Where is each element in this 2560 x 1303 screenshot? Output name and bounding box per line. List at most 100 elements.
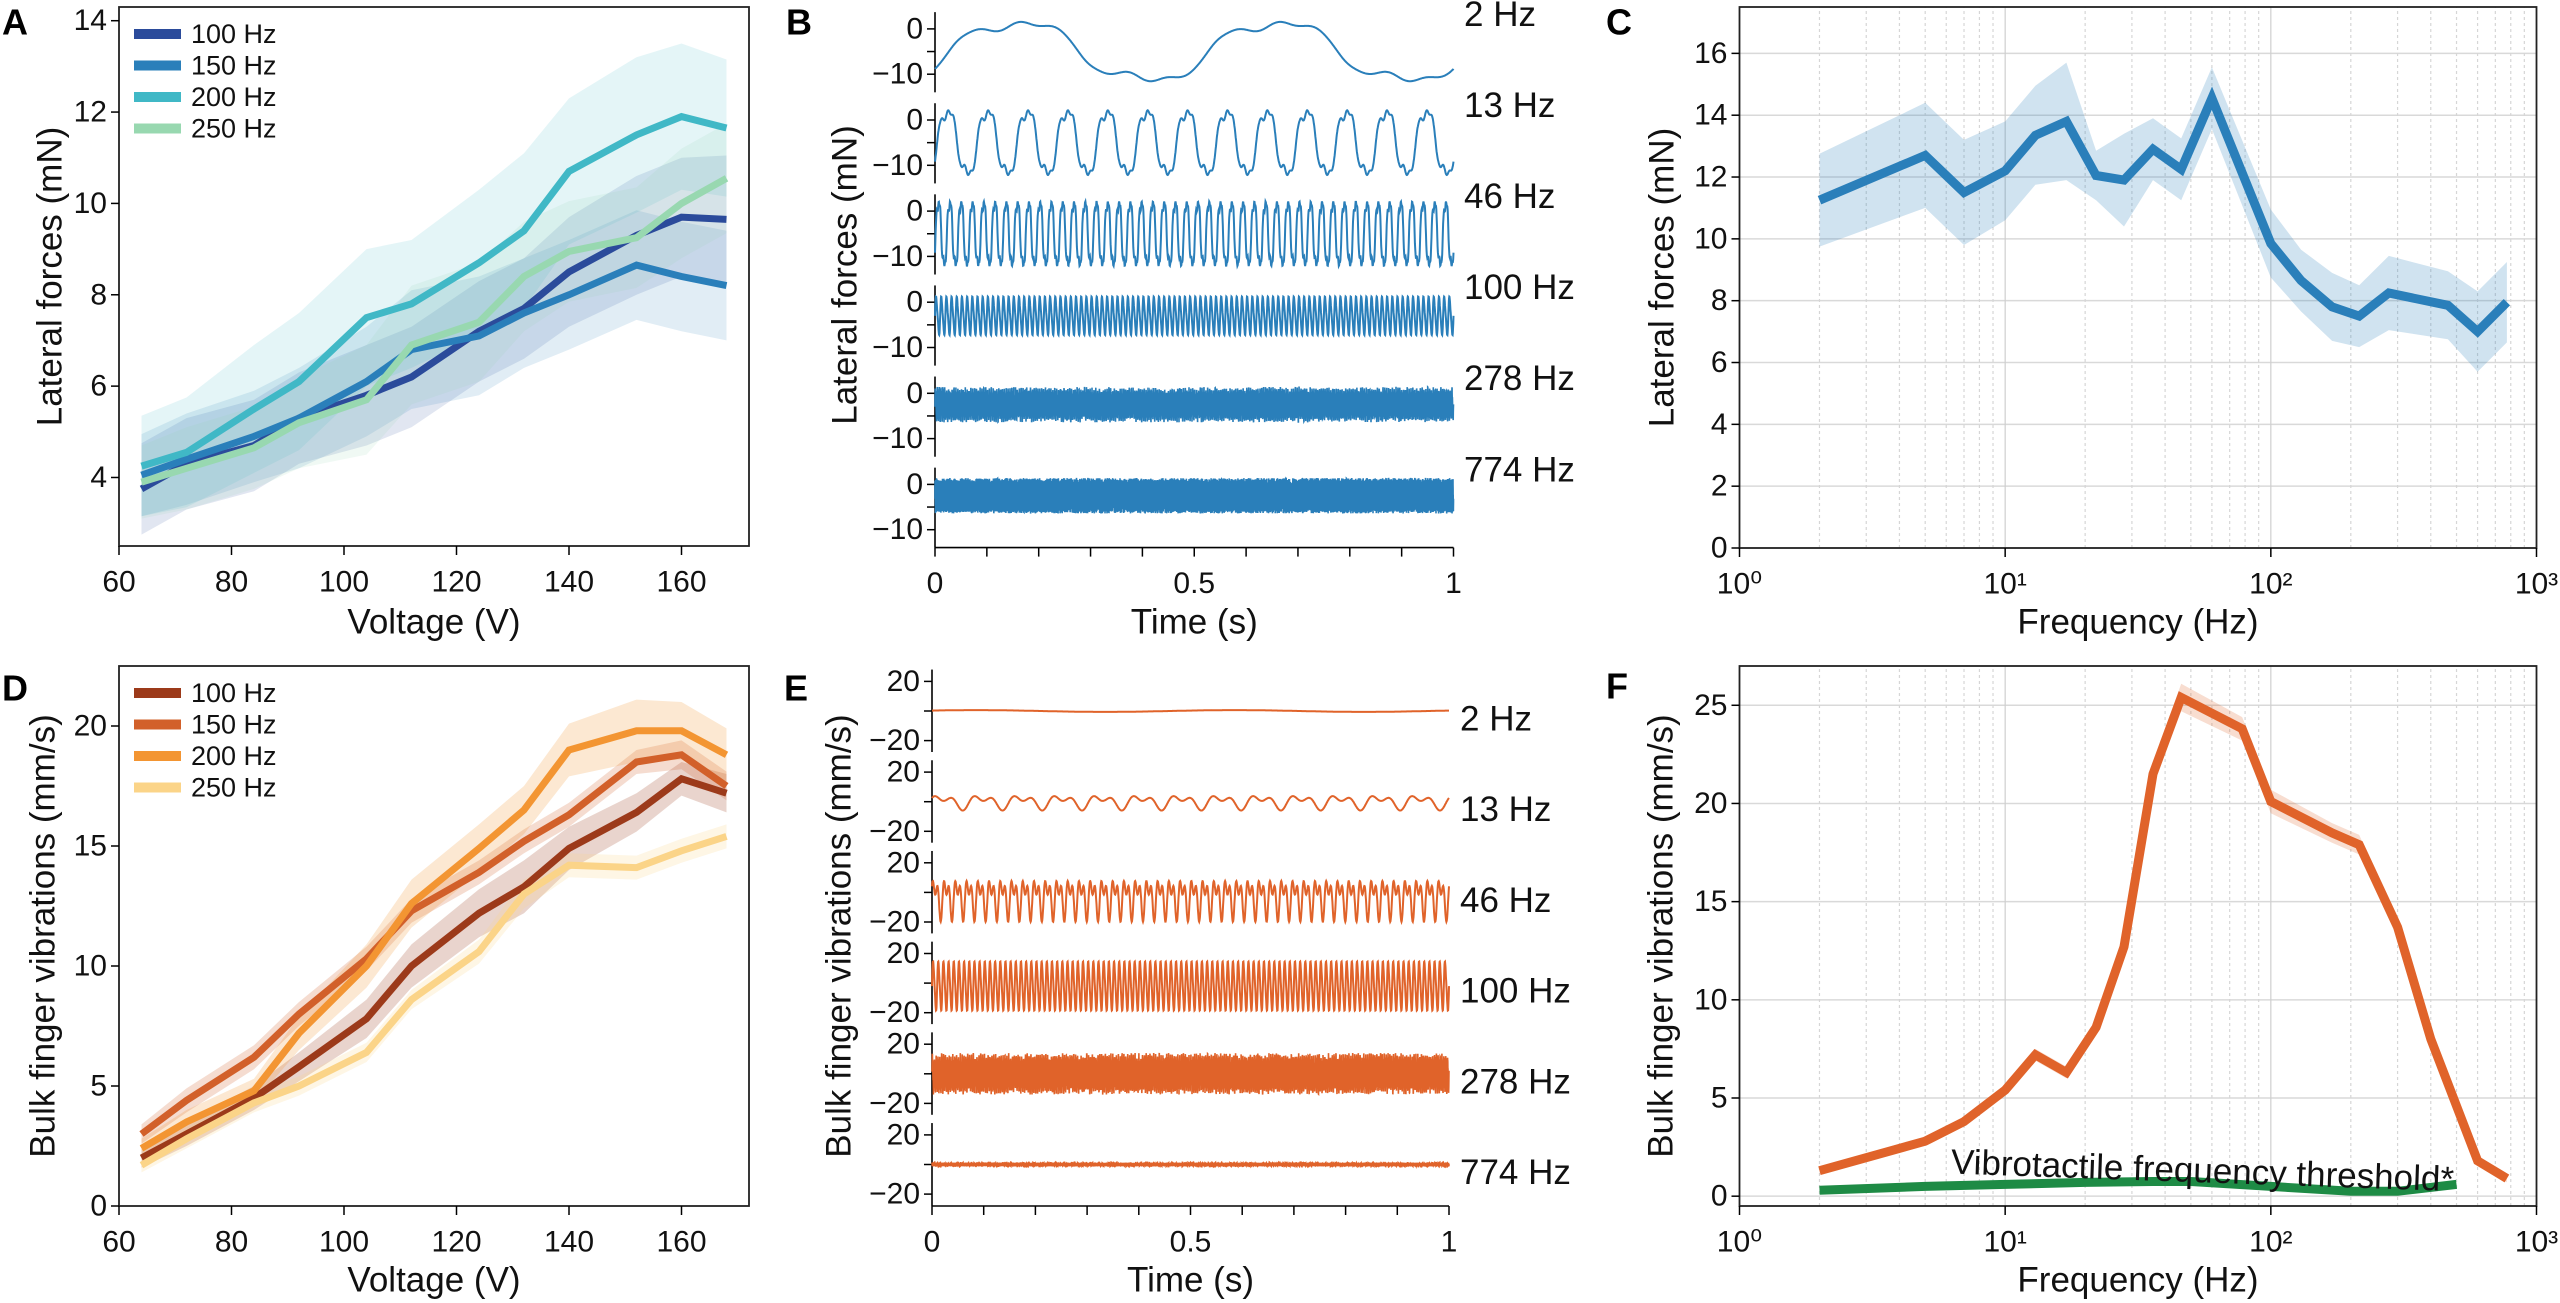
panel-c: C 10⁰ 10¹ 10² 10³ 0 2 4 6 8 10 12 14 16 Lateral forces… [1606, 2, 2558, 642]
plot-frame [118, 665, 750, 1207]
y-tick-label: 6 [90, 370, 107, 403]
y-tick-label: 2 [1711, 470, 1728, 503]
y-tick-label: 4 [1711, 408, 1728, 441]
y-tick-label: 0 [906, 377, 923, 410]
y-tick-label: 10 [74, 187, 107, 220]
panel-letter: B [786, 2, 812, 43]
x-axis-label: Voltage (V) [347, 603, 520, 642]
legend-swatch [134, 782, 181, 793]
y-tick-label: −20 [869, 724, 920, 757]
y-tick-label: −20 [869, 1087, 920, 1120]
legend-swatch [134, 688, 181, 698]
y-tick-label: −10 [872, 513, 923, 546]
x-tick-label: 60 [102, 1226, 135, 1259]
x-tick-label: 1 [1445, 567, 1462, 600]
trace-label: 774 Hz [1460, 1153, 1571, 1192]
y-axis-label: Bulk finger vibrations (mm/s) [1642, 714, 1681, 1157]
series-line-1 [140, 261, 728, 479]
trace-100hz [934, 294, 1455, 338]
y-tick-label: 20 [887, 1028, 920, 1061]
series-line-2 [140, 112, 728, 470]
x-tick-label: 140 [544, 566, 594, 599]
y-tick-label: 25 [1694, 689, 1727, 722]
series-line-0 [139, 774, 728, 1162]
trace-278hz [931, 1051, 1450, 1097]
y-tick-label: 14 [1694, 99, 1727, 132]
y-tick-label: 0 [906, 286, 923, 319]
panel-d: D 60 80 100 120 140 160 0 5 10 15 20 Bulk finger vib… [2, 665, 750, 1300]
confidence-band [1819, 62, 2507, 372]
x-tick-label: 0 [927, 567, 944, 600]
trace-2hz [934, 20, 1455, 83]
trace-100hz [931, 959, 1450, 1013]
y-tick-label: −10 [872, 331, 923, 364]
trace-label: 46 Hz [1464, 177, 1555, 216]
y-tick-label: 12 [74, 96, 107, 129]
y-tick-label: 20 [887, 1118, 920, 1151]
y-tick-label: 10 [1694, 222, 1727, 255]
x-axis-label: Time (s) [1127, 1261, 1254, 1300]
y-tick-label: −10 [872, 58, 923, 91]
legend-label: 100 Hz [191, 19, 277, 49]
legend-label: 250 Hz [191, 114, 277, 144]
x-axis-label: Time (s) [1131, 603, 1258, 642]
trace-2hz [932, 709, 1449, 713]
x-tick-label: 140 [544, 1226, 594, 1259]
y-tick-label: 5 [1711, 1082, 1728, 1115]
y-tick-label: −20 [869, 906, 920, 939]
series-line-3 [140, 175, 729, 486]
y-tick-label: −20 [869, 1178, 920, 1211]
panel-letter: F [1606, 666, 1628, 707]
trace-278hz [934, 385, 1455, 425]
x-tick-label: 0.5 [1170, 1226, 1212, 1259]
y-axis-label: Lateral forces (mN) [1643, 128, 1682, 428]
legend-label: 200 Hz [191, 741, 277, 771]
series-line-0 [1817, 86, 2511, 338]
trace-774hz [934, 476, 1455, 515]
plot-frame [118, 6, 750, 547]
y-tick-label: 0 [90, 1190, 107, 1223]
y-tick-label: 0 [1711, 1180, 1728, 1213]
panel-letter: D [2, 668, 28, 709]
y-tick-label: 20 [1694, 787, 1727, 820]
y-tick-label: 0 [906, 195, 923, 228]
x-tick-label: 80 [215, 1226, 248, 1259]
y-tick-label: −10 [872, 240, 923, 273]
y-axis-label: Bulk finger vibrations (mm/s) [820, 714, 859, 1157]
x-tick-label: 160 [656, 1226, 706, 1259]
legend-swatch [134, 29, 181, 39]
x-tick-label: 80 [215, 566, 248, 599]
y-axis-label: Lateral forces (mN) [31, 127, 70, 427]
x-tick-label: 10² [2249, 568, 2292, 601]
x-tick-label: 10¹ [1983, 1226, 2026, 1259]
panel-letter: E [784, 668, 808, 709]
y-axis-label: Bulk finger vibrations (mm/s) [24, 714, 63, 1157]
x-tick-label: 10³ [2515, 568, 2558, 601]
y-tick-label: 0 [1711, 532, 1728, 565]
y-tick-label: 8 [90, 278, 107, 311]
x-tick-label: 120 [431, 1226, 481, 1259]
confidence-band [141, 740, 727, 1144]
plot-frame [1738, 665, 2538, 1207]
y-tick-label: 6 [1711, 346, 1728, 379]
y-tick-label: −20 [869, 815, 920, 848]
legend-swatch [134, 719, 181, 730]
series-line-3 [139, 833, 728, 1169]
trace-label: 46 Hz [1460, 881, 1551, 920]
trace-label: 13 Hz [1460, 790, 1551, 829]
y-tick-label: 16 [1694, 37, 1727, 70]
trace-label: 100 Hz [1464, 268, 1575, 307]
x-tick-label: 1 [1441, 1226, 1458, 1259]
trace-46hz [934, 197, 1455, 270]
y-tick-label: 10 [74, 950, 107, 983]
y-axis-label: Lateral forces (mN) [826, 125, 865, 425]
trace-46hz [931, 878, 1450, 926]
trace-label: 278 Hz [1464, 359, 1575, 398]
y-tick-label: 20 [887, 665, 920, 698]
series-line-1 [1819, 1177, 2458, 1196]
y-tick-label: 10 [1694, 983, 1727, 1016]
legend-swatch [134, 123, 181, 134]
y-tick-label: 12 [1694, 161, 1727, 194]
y-tick-label: 4 [90, 461, 107, 494]
